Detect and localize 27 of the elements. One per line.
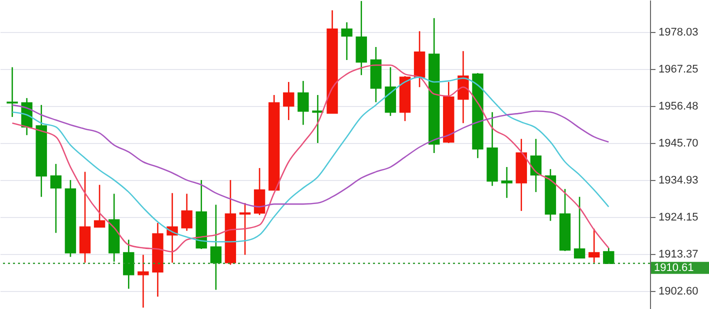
- y-tick-label: 1978.03: [658, 26, 698, 39]
- y-tick-label: 1967.25: [658, 64, 698, 76]
- candlestick: [123, 239, 134, 290]
- candlestick: [6, 66, 18, 118]
- candlestick: [283, 81, 294, 121]
- candlestick: [94, 184, 106, 228]
- candlestick: [254, 167, 266, 216]
- ref-line-label: 1910.61: [654, 262, 694, 274]
- y-tick-label: 1913.37: [658, 248, 698, 260]
- candlestick: [574, 196, 586, 259]
- y-tick-label: 1945.70: [658, 138, 698, 150]
- candlestick: [501, 166, 512, 199]
- line-series: [12, 104, 610, 208]
- y-tick-label: 1924.15: [658, 211, 698, 224]
- y-tick-label: 1902.60: [658, 285, 698, 298]
- candlestick: [341, 22, 352, 61]
- candlestick: [138, 254, 149, 308]
- candlestick: [210, 204, 222, 290]
- y-tick-label: 1934.93: [658, 174, 698, 186]
- candlestick: [239, 202, 251, 256]
- candlestick: [298, 80, 309, 126]
- candlestick: [603, 247, 614, 264]
- candlestick: [50, 163, 62, 234]
- candlestick: [458, 50, 469, 124]
- candlestick: [588, 228, 600, 264]
- y-tick-label: 1956.48: [658, 100, 698, 113]
- candlestick: [181, 193, 192, 232]
